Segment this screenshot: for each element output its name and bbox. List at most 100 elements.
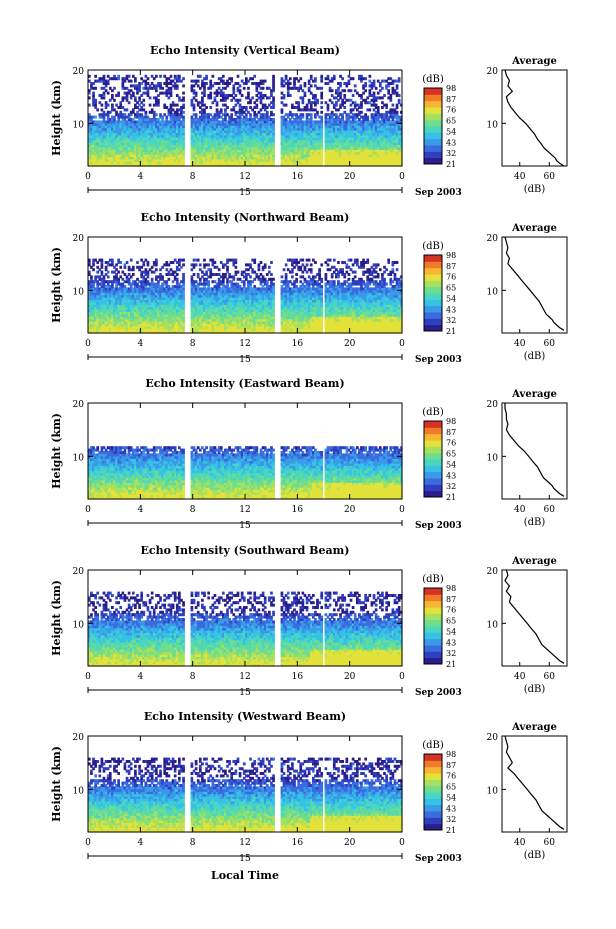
heatmap-cell: [316, 154, 319, 157]
heatmap-cell: [163, 144, 167, 148]
heatmap-cell: [173, 158, 177, 162]
heatmap-cell: [98, 158, 102, 162]
heatmap-cell: [144, 144, 148, 148]
heatmap-cell: [368, 154, 372, 157]
heatmap-cell: [217, 139, 221, 143]
heatmap-cell: [163, 158, 167, 162]
heatmap-cell: [337, 156, 340, 160]
heatmap-cell: [115, 154, 118, 157]
heatmap-cell: [301, 161, 305, 165]
heatmap-cell: [351, 137, 355, 141]
heatmap-cell: [157, 158, 160, 162]
heatmap-cell: [261, 142, 265, 145]
heatmap-cell: [194, 151, 198, 155]
heatmap-cell: [293, 149, 296, 153]
heatmap-cell: [320, 146, 324, 150]
heatmap-cell: [328, 151, 332, 155]
heatmap-cell: [268, 132, 271, 136]
heatmap-cell: [381, 158, 384, 162]
heatmap-cell: [257, 149, 261, 153]
heatmap-cell: [305, 154, 309, 157]
heatmap-cell: [303, 144, 307, 148]
heatmap-cell: [178, 137, 181, 141]
heatmap-cell: [353, 144, 357, 148]
heatmap-cell: [98, 144, 102, 148]
heatmap-cell: [257, 134, 261, 138]
heatmap-cell: [234, 132, 238, 136]
heatmap-cell: [106, 163, 110, 167]
heatmap-cell: [291, 146, 294, 150]
heatmap-cell: [144, 154, 148, 157]
heatmap-cell: [242, 156, 246, 160]
heatmap-cell: [104, 101, 108, 105]
heatmap-cell: [115, 158, 118, 162]
heatmap-cell: [347, 158, 351, 162]
heatmap-cell: [263, 161, 267, 165]
heatmap-cell: [395, 158, 399, 162]
heatmap-cell: [387, 163, 391, 167]
heatmap-cell: [234, 154, 238, 157]
heatmap-cell: [286, 137, 290, 141]
heatmap-cell: [125, 137, 129, 141]
heatmap-cell: [232, 139, 236, 143]
heatmap-cell: [305, 134, 309, 138]
heatmap-cell: [111, 151, 114, 155]
heatmap-cell: [127, 161, 131, 165]
heatmap-cell: [324, 149, 328, 153]
heatmap-cell: [347, 154, 351, 157]
heatmap-cell: [178, 156, 181, 160]
heatmap-cell: [316, 132, 319, 136]
heatmap-cell: [389, 158, 393, 162]
heatmap-cell: [106, 74, 110, 78]
heatmap-cell: [303, 146, 307, 150]
heatmap-cell: [328, 132, 332, 136]
heatmap-cell: [94, 149, 97, 153]
heatmap-cell: [270, 142, 273, 145]
heatmap-cell: [161, 156, 164, 160]
heatmap-cell: [393, 139, 397, 143]
heatmap-cell: [146, 161, 150, 165]
heatmap-cell: [320, 134, 324, 138]
heatmap-cell: [351, 144, 355, 148]
heatmap-cell: [207, 163, 211, 167]
heatmap-cell: [326, 74, 330, 78]
heatmap-cell: [360, 151, 363, 155]
heatmap-cell: [318, 156, 321, 160]
heatmap-cell: [226, 158, 229, 162]
heatmap-cell: [305, 161, 309, 165]
heatmap-cell: [167, 154, 171, 157]
heatmap-cell: [90, 156, 93, 160]
heatmap-cell: [253, 158, 257, 162]
heatmap-cell: [100, 149, 104, 153]
heatmap-cell: [203, 144, 206, 148]
heatmap-cell: [234, 158, 238, 162]
heatmap-cell: [328, 163, 332, 167]
heatmap-cell: [154, 158, 158, 162]
heatmap-cell: [136, 146, 139, 150]
heatmap-cell: [263, 156, 267, 160]
heatmap-cell: [282, 144, 286, 148]
heatmap-cell: [330, 142, 334, 145]
heatmap-cell: [391, 86, 395, 90]
heatmap-cell: [268, 144, 271, 148]
heatmap-cell: [385, 154, 388, 157]
heatmap-cell: [211, 154, 215, 157]
heatmap-cell: [232, 151, 236, 155]
heatmap-cell: [198, 137, 202, 141]
heatmap-cell: [343, 158, 347, 162]
heatmap-cell: [245, 106, 248, 109]
heatmap-cell: [343, 144, 347, 148]
heatmap-cell: [251, 144, 254, 148]
heatmap-cell: [209, 106, 213, 109]
heatmap-cell: [211, 161, 215, 165]
heatmap-cell: [201, 149, 204, 153]
heatmap-cell: [280, 144, 284, 148]
heatmap-cell: [242, 149, 246, 153]
heatmap-cell: [257, 158, 261, 162]
heatmap-cell: [309, 139, 313, 143]
heatmap-cell: [265, 146, 269, 150]
heatmap-cell: [117, 137, 120, 141]
heatmap-cell: [125, 158, 129, 162]
heatmap-cell: [314, 142, 317, 145]
heatmap-cell: [131, 139, 135, 143]
